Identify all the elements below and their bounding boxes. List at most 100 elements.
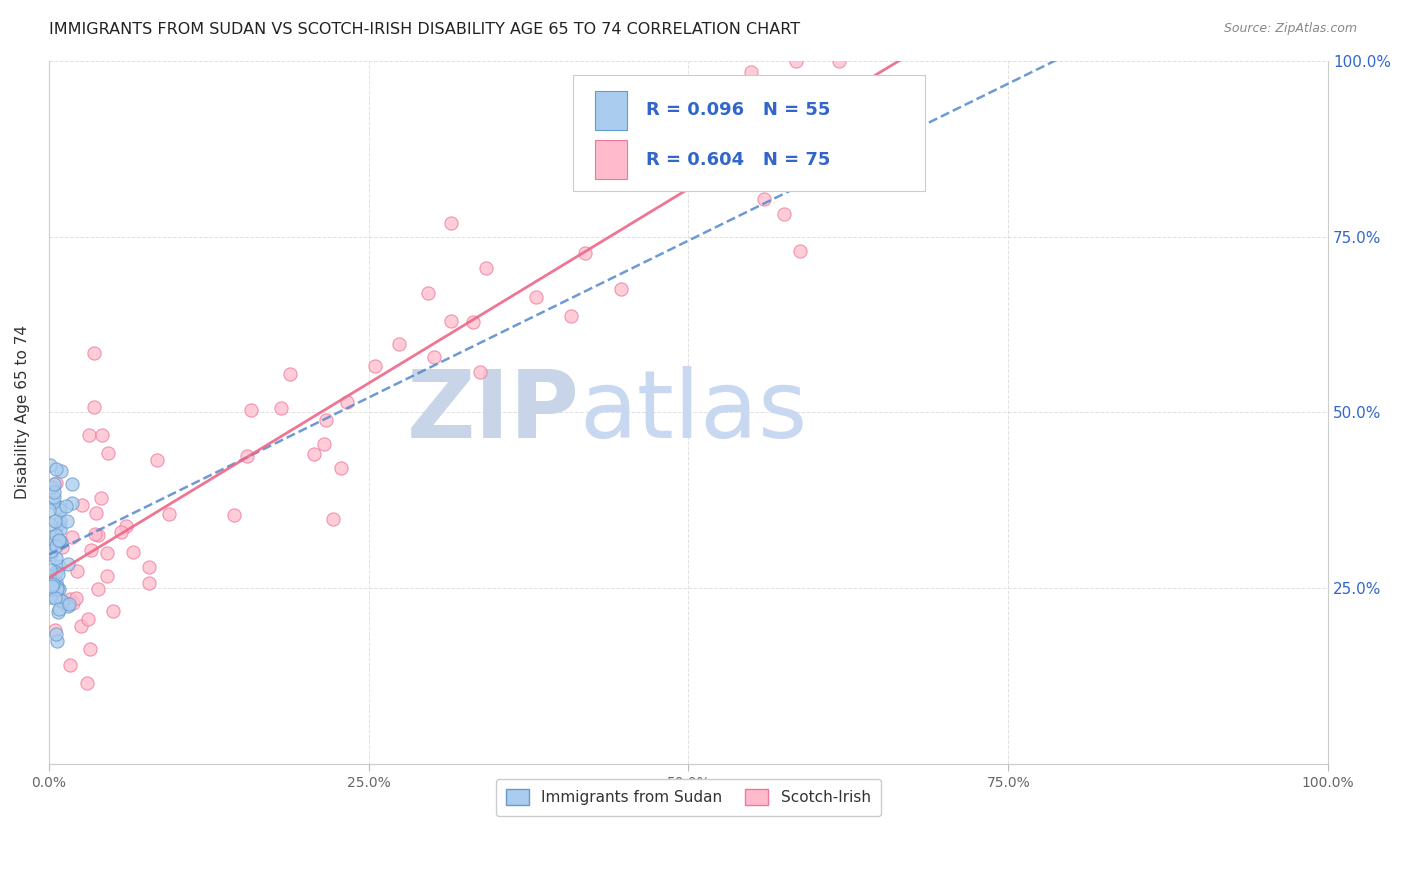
- Point: [704, 133, 727, 147]
- Point: [270, 401, 292, 416]
- Point: [62, 596, 84, 610]
- Point: [79, 641, 101, 656]
- Point: [48, 502, 70, 516]
- Text: R = 0.604   N = 75: R = 0.604 N = 75: [647, 151, 831, 169]
- Point: [62, 530, 84, 544]
- Point: [44, 624, 66, 638]
- Point: [610, 282, 633, 296]
- Point: [45, 462, 67, 476]
- Point: [38, 582, 60, 597]
- Point: [52, 596, 75, 610]
- FancyBboxPatch shape: [574, 75, 925, 191]
- Point: [46, 567, 69, 582]
- Legend: Immigrants from Sudan, Scotch-Irish: Immigrants from Sudan, Scotch-Irish: [495, 779, 882, 816]
- Point: [49, 514, 72, 528]
- Point: [45, 627, 67, 641]
- Point: [440, 216, 463, 230]
- Point: [56, 558, 79, 572]
- Point: [278, 368, 301, 382]
- Point: [706, 101, 728, 115]
- Point: [86, 582, 108, 596]
- Point: [782, 113, 804, 128]
- Point: [524, 290, 547, 304]
- Point: [76, 612, 98, 626]
- Point: [48, 582, 70, 597]
- Point: [59, 592, 82, 607]
- Point: [740, 64, 762, 78]
- Point: [39, 543, 62, 558]
- Point: [751, 168, 773, 182]
- Point: [48, 533, 70, 547]
- Text: IMMIGRANTS FROM SUDAN VS SCOTCH-IRISH DISABILITY AGE 65 TO 74 CORRELATION CHART: IMMIGRANTS FROM SUDAN VS SCOTCH-IRISH DI…: [49, 22, 800, 37]
- Point: [58, 597, 80, 611]
- Point: [224, 508, 246, 523]
- Point: [45, 476, 67, 491]
- Point: [45, 550, 67, 565]
- Point: [423, 350, 446, 364]
- Point: [236, 449, 259, 463]
- Point: [51, 594, 73, 608]
- Point: [41, 480, 63, 494]
- Point: [70, 619, 93, 633]
- Point: [60, 477, 83, 491]
- Point: [468, 365, 491, 379]
- Point: [65, 564, 87, 578]
- Point: [44, 514, 66, 528]
- Point: [138, 576, 160, 591]
- Point: [48, 517, 70, 532]
- Point: [48, 533, 70, 548]
- Point: [560, 309, 582, 323]
- Point: [96, 569, 118, 583]
- Text: R = 0.096   N = 55: R = 0.096 N = 55: [647, 102, 831, 120]
- Point: [440, 313, 463, 327]
- Point: [83, 400, 105, 414]
- Point: [44, 534, 66, 549]
- Point: [157, 507, 180, 521]
- Point: [322, 512, 344, 526]
- Point: [48, 601, 70, 615]
- Point: [314, 436, 336, 450]
- Point: [44, 476, 66, 491]
- Point: [48, 500, 70, 514]
- Point: [46, 634, 69, 648]
- Point: [110, 524, 132, 539]
- Point: [38, 458, 60, 472]
- Point: [84, 507, 107, 521]
- Point: [315, 413, 337, 427]
- Point: [574, 246, 596, 260]
- Point: [38, 577, 60, 591]
- Point: [84, 527, 107, 541]
- Point: [682, 129, 704, 144]
- Point: [39, 517, 62, 532]
- Text: ZIP: ZIP: [406, 367, 579, 458]
- Point: [51, 541, 73, 555]
- Point: [46, 580, 69, 594]
- Point: [796, 117, 818, 131]
- Point: [239, 403, 262, 417]
- Point: [76, 675, 98, 690]
- Point: [62, 496, 84, 510]
- Point: [122, 545, 145, 559]
- Point: [302, 447, 325, 461]
- Point: [59, 658, 82, 673]
- Point: [103, 604, 125, 618]
- Point: [38, 568, 60, 582]
- FancyBboxPatch shape: [595, 140, 627, 178]
- Point: [364, 359, 387, 373]
- Point: [79, 543, 101, 558]
- Point: [42, 528, 65, 542]
- Point: [45, 565, 67, 579]
- Point: [773, 207, 796, 221]
- Text: Source: ZipAtlas.com: Source: ZipAtlas.com: [1223, 22, 1357, 36]
- Point: [44, 490, 66, 504]
- Point: [41, 547, 63, 561]
- Point: [45, 539, 67, 553]
- Point: [752, 192, 775, 206]
- Point: [785, 54, 807, 69]
- Point: [416, 286, 439, 301]
- Point: [46, 606, 69, 620]
- Point: [42, 494, 65, 508]
- Point: [70, 498, 93, 512]
- Point: [44, 591, 66, 606]
- Point: [48, 591, 70, 606]
